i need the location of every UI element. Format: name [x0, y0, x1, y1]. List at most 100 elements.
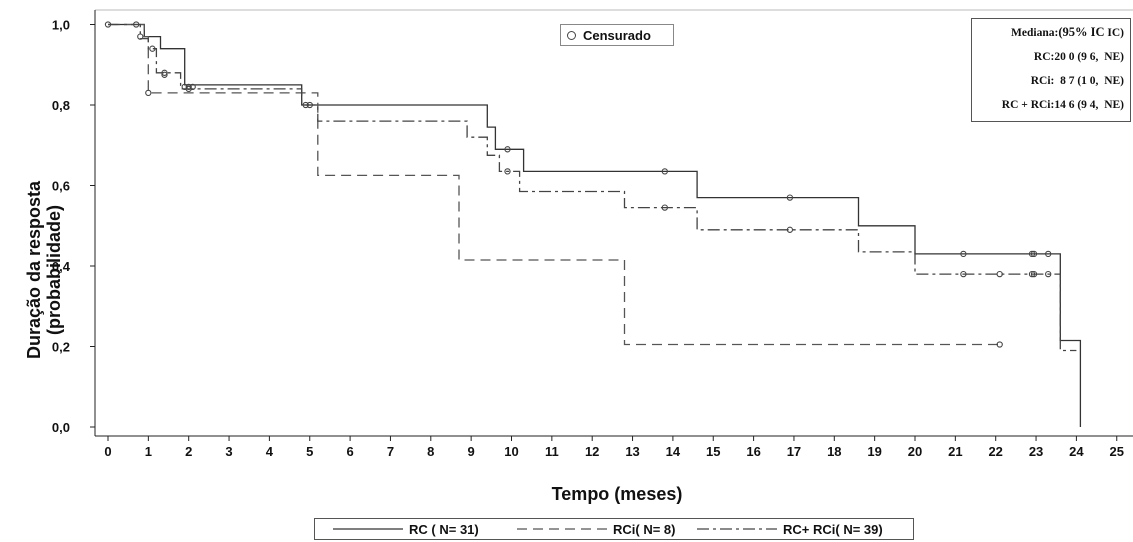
median-row-ci-low: (9 6,	[1077, 51, 1099, 63]
censor-point	[960, 270, 967, 278]
x-tick-label: 22	[988, 444, 1002, 459]
censor-point	[161, 71, 168, 78]
censor-point	[185, 85, 192, 93]
legend-item-rci: RCi( N= 8)	[613, 522, 675, 537]
median-row-rci: RCi: 8 7 (1 0, NE)	[1031, 75, 1124, 87]
median-header-close: )	[1120, 27, 1124, 39]
x-tick-label: 15	[706, 444, 720, 459]
censor-point	[133, 21, 140, 28]
x-tick-label: 18	[827, 444, 841, 459]
x-tick-label: 12	[585, 444, 599, 459]
median-row-value: 20 0	[1054, 51, 1075, 63]
censor-point	[786, 194, 794, 201]
y-tick-label: 0,2	[52, 340, 70, 355]
median-header-ci-unit: IC	[1107, 27, 1121, 39]
series-legend: RC ( N= 31) RCi( N= 8) RC+ RCi( N= 39)	[314, 518, 914, 540]
median-row-label: RC + RCi:	[1001, 99, 1055, 111]
censor-point	[996, 341, 1003, 348]
censor-point	[302, 101, 309, 109]
x-tick-label: 13	[625, 444, 639, 459]
censor-point	[960, 250, 967, 258]
median-header: Mediana:(95% IC IC)	[1011, 25, 1124, 40]
y-axis-title-line2: (probabilidade)	[44, 205, 64, 335]
median-row-ci-high: NE)	[1104, 99, 1124, 111]
legend-label-rci: RCi	[613, 522, 636, 537]
censor-point	[1045, 250, 1052, 258]
median-row-label: RCi:	[1030, 75, 1055, 87]
median-row-value: 8 7	[1060, 75, 1075, 87]
x-tick-label: 3	[225, 444, 232, 459]
legend-label-rc-rci: RC+ RCi	[783, 522, 836, 537]
legend-swatch-rci	[517, 528, 607, 530]
legend-item-rc: RC ( N= 31)	[409, 522, 479, 537]
x-tick-label: 8	[427, 444, 434, 459]
y-tick-label: 0,0	[52, 420, 70, 435]
x-tick-label: 10	[504, 444, 518, 459]
x-tick-label: 9	[468, 444, 475, 459]
x-tick-label: 14	[666, 444, 681, 459]
x-tick-label: 11	[545, 444, 559, 459]
y-tick-label: 0,6	[52, 179, 70, 194]
censor-point	[145, 89, 152, 97]
median-row-ci-high: NE)	[1104, 75, 1124, 87]
median-row-rc-rci: RC + RCi:14 6 (9 4, NE)	[1002, 99, 1124, 111]
censor-point	[185, 83, 192, 91]
legend-label-rc: RC	[409, 522, 428, 537]
series-line-rc	[108, 23, 1082, 427]
x-tick-label: 6	[346, 444, 353, 459]
censor-circle-icon	[567, 31, 576, 40]
censor-legend: Censurado	[560, 24, 674, 46]
x-tick-label: 17	[787, 444, 801, 459]
median-row-value: 14 6	[1054, 99, 1075, 111]
legend-n-rc: ( N= 31)	[431, 522, 479, 537]
series-line-rci	[108, 23, 1000, 346]
x-tick-label: 24	[1069, 444, 1084, 459]
x-tick-label: 4	[266, 444, 274, 459]
x-tick-label: 23	[1029, 444, 1043, 459]
legend-item-rc-rci: RC+ RCi( N= 39)	[783, 522, 883, 537]
legend-swatch-rc-rci	[697, 528, 777, 530]
series-line-rc-rci	[108, 23, 1077, 352]
censor-point	[661, 204, 668, 211]
x-tick-label: 20	[908, 444, 922, 459]
censor-point	[1030, 250, 1038, 258]
x-tick-label: 7	[387, 444, 394, 459]
median-row-label: RC:	[1033, 51, 1055, 63]
censor-point	[1028, 270, 1036, 278]
censor-point	[996, 270, 1003, 278]
y-tick-label: 0,8	[52, 98, 70, 113]
censor-markers	[104, 21, 1052, 348]
x-tick-label: 19	[867, 444, 881, 459]
censor-point	[504, 168, 511, 175]
censor-point	[161, 69, 168, 76]
x-axis-title: Tempo (meses)	[552, 484, 683, 504]
median-header-ci: (95% IC	[1058, 25, 1105, 39]
censor-point	[504, 146, 511, 153]
x-tick-label: 21	[948, 444, 962, 459]
x-tick-label: 0	[104, 444, 111, 459]
censor-point	[1028, 250, 1036, 258]
median-row-rc: RC:20 0 (9 6, NE)	[1034, 51, 1124, 63]
censor-point	[149, 45, 156, 52]
censor-legend-label: Censurado	[583, 28, 651, 43]
legend-n-rc-rci: ( N= 39)	[835, 522, 883, 537]
censor-point	[1030, 270, 1038, 278]
legend-swatch-rc	[333, 528, 403, 530]
median-row-ci-low: (9 4,	[1077, 99, 1099, 111]
median-row-ci-high: NE)	[1104, 51, 1124, 63]
y-tick-label: 1,0	[52, 18, 70, 33]
censor-point	[306, 101, 313, 109]
x-tick-label: 25	[1110, 444, 1124, 459]
censor-point	[661, 168, 668, 175]
median-table: Mediana:(95% IC IC) RC:20 0 (9 6, NE) RC…	[971, 18, 1131, 122]
x-tick-label: 1	[145, 444, 152, 459]
x-tick-label: 2	[185, 444, 192, 459]
censor-point	[104, 21, 112, 28]
censor-point	[137, 33, 144, 40]
axes: 0 1 2 3 4 5 6 7 8 9 10 11 12 13 14 15 16 17 18 19 20 21 22 23 24…	[52, 10, 1133, 459]
y-tick-label: 0,4	[52, 259, 71, 274]
x-tick-label: 16	[746, 444, 760, 459]
series-layer	[108, 23, 1082, 427]
censor-point	[1045, 270, 1052, 278]
